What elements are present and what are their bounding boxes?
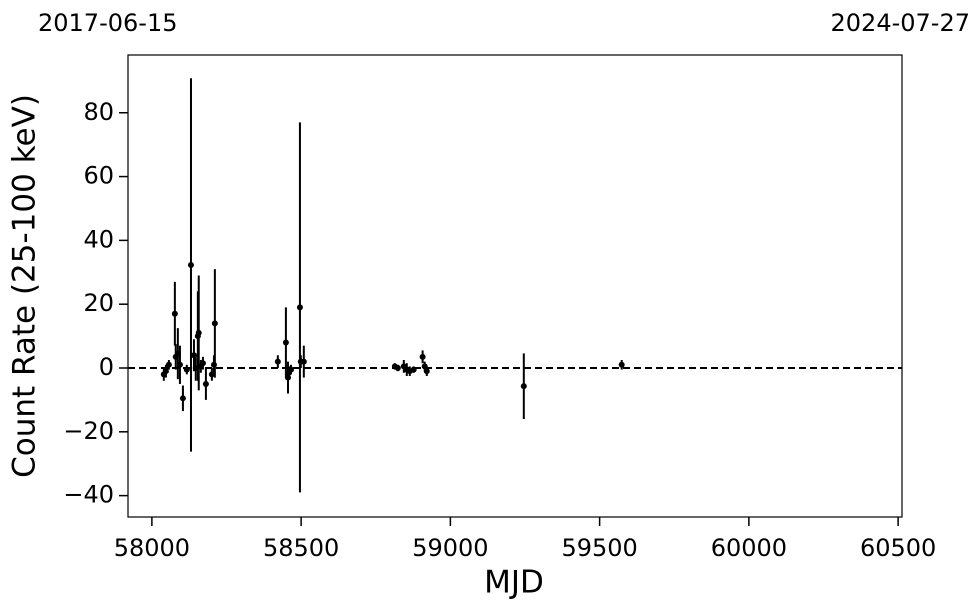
data-point xyxy=(394,364,401,371)
data-point xyxy=(287,366,294,373)
data-point xyxy=(274,358,281,365)
x-tick-label: 60000 xyxy=(711,534,787,562)
data-point xyxy=(300,358,307,365)
y-tick-label: 0 xyxy=(99,353,114,381)
data-point xyxy=(520,383,527,390)
data-point xyxy=(195,329,202,336)
data-point xyxy=(282,339,289,346)
data-point xyxy=(187,261,194,268)
data-point xyxy=(419,353,426,360)
data-point xyxy=(171,310,178,317)
x-tick-label: 59000 xyxy=(412,534,488,562)
x-tick-label: 58500 xyxy=(263,534,339,562)
data-point xyxy=(199,360,206,367)
data-point xyxy=(211,320,218,327)
data-point xyxy=(410,366,417,373)
x-axis-label: MJD xyxy=(484,565,544,601)
top-right-label: 2024-07-27 xyxy=(831,9,970,37)
data-point xyxy=(423,368,430,375)
y-axis-label: Count Rate (25-100 keV) xyxy=(7,94,43,478)
data-point xyxy=(179,395,186,402)
x-tick-label: 60500 xyxy=(860,534,936,562)
data-point xyxy=(618,361,625,368)
y-tick-label: −40 xyxy=(63,481,114,509)
y-tick-label: 80 xyxy=(83,98,114,126)
x-tick-label: 58000 xyxy=(114,534,190,562)
data-point xyxy=(296,304,303,311)
data-point xyxy=(176,361,183,368)
y-tick-label: 40 xyxy=(83,225,114,253)
data-point xyxy=(165,361,172,368)
data-point xyxy=(183,366,190,373)
data-point xyxy=(202,380,209,387)
data-point xyxy=(162,368,169,375)
y-tick-label: −20 xyxy=(63,417,114,445)
y-tick-label: 60 xyxy=(83,162,114,190)
plot-frame xyxy=(127,54,903,518)
x-tick-label: 59500 xyxy=(561,534,637,562)
y-tick-label: 20 xyxy=(83,289,114,317)
top-left-label: 2017-06-15 xyxy=(38,9,177,37)
